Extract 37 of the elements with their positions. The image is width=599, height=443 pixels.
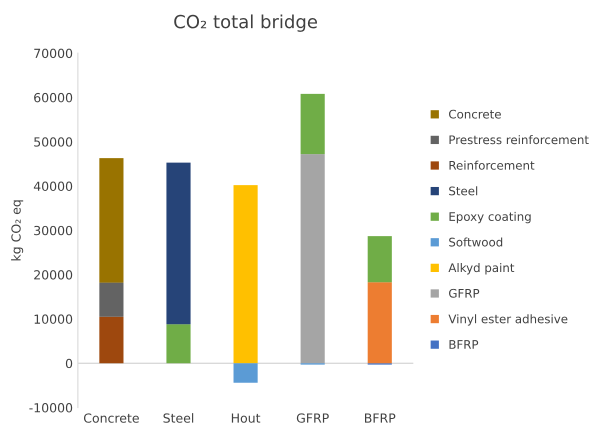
x-tick-label: Hout (232, 414, 260, 423)
legend-label: Epoxy coating (450, 212, 531, 224)
y-tick-label: 10000 (34, 314, 72, 324)
legend-label: GFRP (449, 288, 480, 298)
legend-label: Concrete (449, 110, 501, 119)
y-tick-label: 0 (66, 358, 72, 368)
bar (300, 94, 325, 154)
bar (368, 236, 392, 282)
x-tick-label: Steel (163, 413, 194, 423)
y-tick-label: -10000 (29, 403, 72, 412)
bar (99, 282, 124, 317)
bar (99, 158, 124, 283)
legend-label: Steel (449, 186, 478, 196)
legend-label: Reinforcement (450, 160, 534, 170)
legend-label: BFRP (450, 340, 478, 349)
bar (166, 324, 191, 364)
y-tick-label: 70000 (34, 48, 72, 58)
bar (300, 154, 325, 364)
y-tick-label: 60000 (34, 92, 72, 102)
bar (368, 282, 392, 364)
legend-label: Alkyd paint (448, 263, 514, 274)
x-tick-label: GFRP (296, 413, 329, 423)
chart-title: CO₂ total bridge (174, 14, 318, 32)
y-axis-title: kg CO₂ eq (11, 200, 24, 260)
legend-label: Vinyl ester adhesive (448, 314, 568, 326)
x-tick-label: BFRP (365, 414, 396, 423)
bar (166, 162, 191, 324)
y-tick-label: 50000 (34, 137, 72, 147)
y-tick-label: 30000 (34, 226, 72, 236)
legend-label: Softwood (449, 237, 502, 247)
bar (234, 363, 258, 383)
legend-label: Prestress reinforcement (450, 135, 589, 144)
bar (234, 185, 258, 364)
y-tick-label: 20000 (34, 270, 72, 280)
bar (99, 316, 124, 364)
y-tick-label: 40000 (34, 182, 72, 191)
x-tick-label: Concrete (84, 413, 139, 423)
